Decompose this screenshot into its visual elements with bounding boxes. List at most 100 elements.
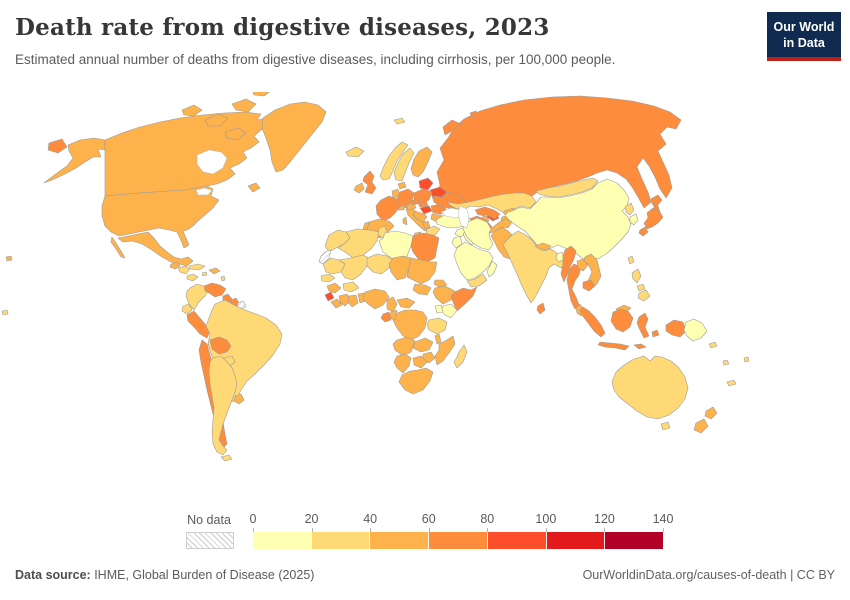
country-botswana[interactable] xyxy=(412,355,428,369)
legend-bin-4[interactable] xyxy=(487,532,547,549)
country-argentina[interactable] xyxy=(220,454,233,462)
country-mexico[interactable] xyxy=(117,231,194,267)
country-india[interactable] xyxy=(502,230,567,304)
country-ecuador[interactable] xyxy=(181,303,193,315)
country-peru[interactable] xyxy=(186,310,211,339)
country-yemen[interactable] xyxy=(466,273,488,288)
country-norway[interactable] xyxy=(379,141,409,181)
country-hungary[interactable] xyxy=(419,205,433,215)
country-albania[interactable] xyxy=(422,220,431,230)
country-canada[interactable] xyxy=(252,92,272,97)
country-indonesia[interactable] xyxy=(636,312,650,339)
country-japan[interactable] xyxy=(650,194,663,207)
country-uruguay[interactable] xyxy=(233,393,245,405)
country-myanmar[interactable] xyxy=(560,245,577,283)
country-sri-lanka[interactable] xyxy=(536,302,546,315)
country-new-caledonia[interactable] xyxy=(726,379,737,387)
country-malawi[interactable] xyxy=(434,333,442,345)
country-lesser-antilles[interactable] xyxy=(220,275,226,282)
country-guatemala[interactable] xyxy=(169,261,181,270)
country-french-polynesia[interactable] xyxy=(1,309,9,316)
country-honduras[interactable] xyxy=(177,265,191,275)
country-philippines[interactable] xyxy=(637,289,651,302)
country-russia[interactable] xyxy=(469,110,479,118)
country-china[interactable] xyxy=(504,178,632,260)
country-madagascar[interactable] xyxy=(453,344,468,369)
country-uganda[interactable] xyxy=(434,304,444,314)
legend-bin-5[interactable] xyxy=(546,532,606,549)
country-papua-new-guinea[interactable] xyxy=(683,318,708,342)
country-vanuatu[interactable] xyxy=(722,359,730,366)
country-angola[interactable] xyxy=(392,336,416,357)
country-fiji[interactable] xyxy=(743,356,750,363)
country-somalia[interactable] xyxy=(450,286,478,312)
country-solomon-islands[interactable] xyxy=(708,341,718,349)
country-bolivia[interactable] xyxy=(209,336,232,355)
country-canada[interactable] xyxy=(231,98,257,113)
country-canada[interactable] xyxy=(104,111,279,197)
country-namibia[interactable] xyxy=(393,353,412,374)
country-mali[interactable] xyxy=(338,254,370,281)
country-gabon[interactable] xyxy=(380,311,392,323)
country-canada[interactable] xyxy=(247,182,261,193)
country-taiwan[interactable] xyxy=(627,255,635,265)
country-united-kingdom[interactable] xyxy=(362,170,377,195)
country-argentina[interactable] xyxy=(208,355,238,456)
country-iceland[interactable] xyxy=(345,146,365,158)
country-south-africa[interactable] xyxy=(398,367,434,395)
legend-no-data-swatch[interactable] xyxy=(186,532,234,549)
world-map[interactable] xyxy=(0,92,850,507)
country-egypt[interactable] xyxy=(410,232,440,263)
country-italy[interactable] xyxy=(402,216,408,226)
country-saudi-arabia[interactable] xyxy=(453,241,494,281)
country-svalbard[interactable] xyxy=(393,117,406,125)
country-japan[interactable] xyxy=(638,226,649,237)
country-south-korea[interactable] xyxy=(629,213,639,226)
country-indonesia[interactable] xyxy=(633,343,647,350)
country-canada[interactable] xyxy=(181,104,203,117)
country-united-states[interactable] xyxy=(43,137,106,184)
country-ghana[interactable] xyxy=(347,294,359,308)
country-sweden[interactable] xyxy=(393,147,415,182)
country-indonesia[interactable] xyxy=(651,329,660,338)
country-liberia[interactable] xyxy=(330,298,343,309)
legend-bin-0[interactable] xyxy=(253,532,312,549)
country-russia[interactable] xyxy=(436,95,682,209)
country-senegal[interactable] xyxy=(320,273,336,283)
owid-logo[interactable]: Our World in Data xyxy=(767,12,841,61)
footer-link[interactable]: OurWorldinData.org/causes-of-death | CC … xyxy=(582,568,835,582)
country-indonesia[interactable] xyxy=(597,341,630,351)
country-bangladesh[interactable] xyxy=(555,251,565,263)
country-afghanistan[interactable] xyxy=(488,218,513,234)
country-canada[interactable] xyxy=(224,127,247,141)
country-australia[interactable] xyxy=(660,421,671,431)
country-indonesia[interactable] xyxy=(610,308,634,333)
country-finland[interactable] xyxy=(410,146,433,178)
country-iran[interactable] xyxy=(462,217,494,251)
country-uzbekistan[interactable] xyxy=(474,206,501,220)
country-hawaii[interactable] xyxy=(5,255,13,262)
country-serbia[interactable] xyxy=(412,210,428,223)
country-cameroon[interactable] xyxy=(386,296,398,313)
country-sudan[interactable] xyxy=(406,257,438,285)
country-indonesia[interactable] xyxy=(665,319,687,338)
country-nigeria[interactable] xyxy=(362,288,390,310)
country-central-african-republic[interactable] xyxy=(396,297,416,309)
country-guinea[interactable] xyxy=(326,282,342,294)
country-philippines[interactable] xyxy=(631,268,642,284)
country-united-states[interactable] xyxy=(101,185,220,249)
country-mexico[interactable] xyxy=(110,236,126,259)
country-niger[interactable] xyxy=(366,253,394,275)
country-russia[interactable] xyxy=(47,138,68,154)
country-cambodia[interactable] xyxy=(582,279,596,292)
country-japan[interactable] xyxy=(643,207,664,230)
country-denmark[interactable] xyxy=(397,181,407,190)
country-ethiopia[interactable] xyxy=(432,285,460,305)
country-venezuela[interactable] xyxy=(203,282,227,298)
country-france[interactable] xyxy=(375,195,401,222)
country-mozambique[interactable] xyxy=(434,335,456,366)
country-panama[interactable] xyxy=(186,273,199,282)
country-kazakhstan[interactable] xyxy=(446,192,537,214)
country-mongolia[interactable] xyxy=(535,177,599,198)
country-new-zealand[interactable] xyxy=(704,406,718,420)
